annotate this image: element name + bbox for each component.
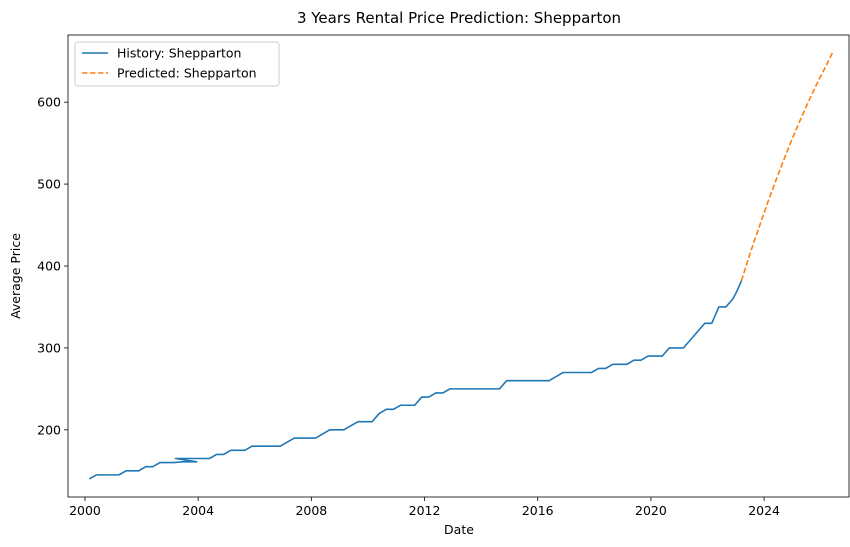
x-tick-label: 2024 <box>748 503 780 518</box>
x-tick-label: 2016 <box>522 503 554 518</box>
x-tick-label: 2020 <box>635 503 667 518</box>
x-tick-label: 2004 <box>182 503 214 518</box>
legend-box <box>74 41 280 87</box>
legend-entry-label: History: Shepparton <box>117 46 241 61</box>
series-line-history <box>88 280 743 480</box>
series-line-predicted <box>740 50 835 281</box>
chart-title: 3 Years Rental Price Prediction: Sheppar… <box>297 9 621 27</box>
legend: History: Shepparton Predicted: Shepparton <box>74 41 280 87</box>
plot-area: 2000 2004 2008 2012 2016 2020 2024 200 300 400 500… <box>37 34 850 518</box>
x-tick-label: 2008 <box>295 503 327 518</box>
legend-entry-label: Predicted: Shepparton <box>117 66 257 81</box>
y-tick-label: 300 <box>37 340 61 355</box>
y-tick-label: 600 <box>37 95 61 110</box>
x-axis-label: Date <box>444 522 474 537</box>
x-tick-label: 2000 <box>69 503 101 518</box>
y-tick-label: 200 <box>37 422 61 437</box>
x-tick-label: 2012 <box>409 503 441 518</box>
y-tick-label: 500 <box>37 177 61 192</box>
y-tick-label: 400 <box>37 259 61 274</box>
y-axis-label: Average Price <box>8 233 23 319</box>
